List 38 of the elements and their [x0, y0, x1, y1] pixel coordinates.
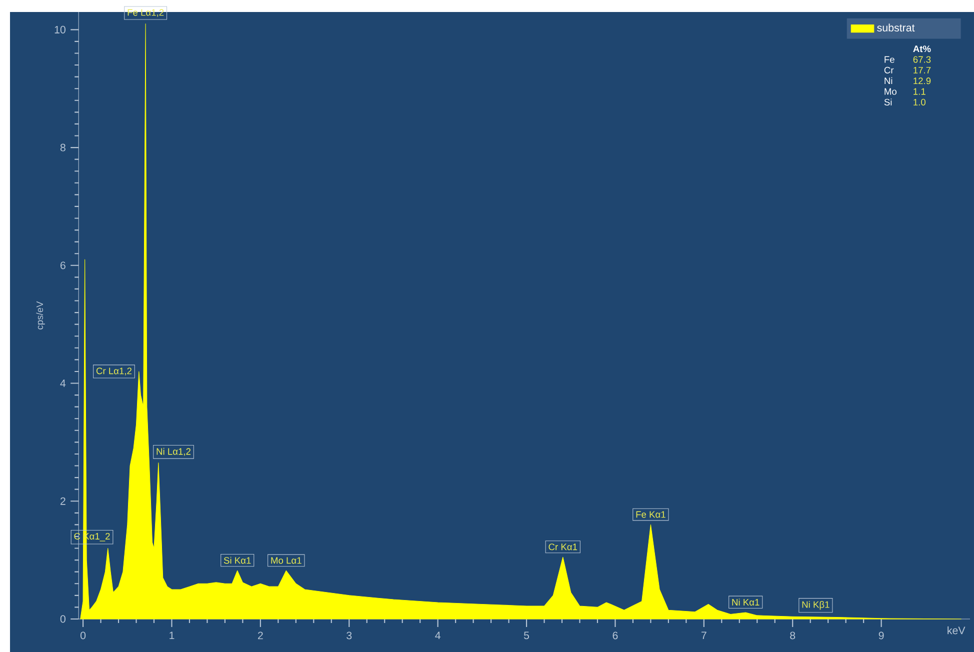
annotation: At% — [913, 46, 931, 52]
y-tick-label: 0 — [60, 615, 66, 623]
y-tick-label: 6 — [60, 262, 66, 270]
y-tick-label: 4 — [60, 380, 66, 387]
annotation: Fe Kα1 — [636, 511, 666, 518]
annotation: Cr Kα1 — [548, 544, 578, 550]
y-axis-title: cps/eV — [36, 301, 45, 330]
x-tick-label: 9 — [878, 632, 884, 640]
annotation: 1.0 — [914, 98, 926, 106]
y-tick-label: 10 — [54, 26, 66, 34]
x-tick-label: 5 — [524, 632, 530, 640]
annotation: 17.7 — [914, 66, 931, 74]
annotation: Cr — [884, 66, 894, 74]
x-tick-label: 7 — [701, 632, 706, 640]
x-tick-label: 8 — [790, 632, 796, 640]
x-tick-label: 2 — [258, 632, 263, 640]
x-tick-label: 4 — [435, 632, 440, 640]
annotation: 67.3 — [913, 56, 931, 63]
annotation: 1.1 — [914, 88, 926, 95]
y-tick-label: 8 — [60, 144, 66, 152]
annotation: 12.9 — [914, 78, 931, 84]
x-tick-label: 6 — [612, 632, 618, 640]
annotation: Fe — [884, 56, 894, 63]
annotation: Si — [884, 98, 892, 106]
legend-label: substrat — [877, 24, 915, 32]
x-tick-label: 3 — [346, 632, 352, 640]
y-tick-label: 2 — [60, 497, 66, 505]
annotation: Ni — [884, 77, 892, 84]
annotation: Mo — [884, 88, 896, 95]
annotation: Ni Lα1,2 — [156, 448, 191, 456]
annotation: Mo Lα1 — [271, 557, 302, 564]
x-tick-label: 0 — [80, 632, 86, 640]
x-tick-label: 1 — [170, 632, 174, 640]
annotation: Si Kα1 — [224, 556, 251, 564]
x-axis-title: keV — [948, 626, 966, 634]
annotation: Ni Kα1 — [732, 598, 760, 606]
annotation: Ni Kβ1 — [802, 601, 830, 610]
annotation: Cr Lα1,2 — [96, 368, 132, 376]
